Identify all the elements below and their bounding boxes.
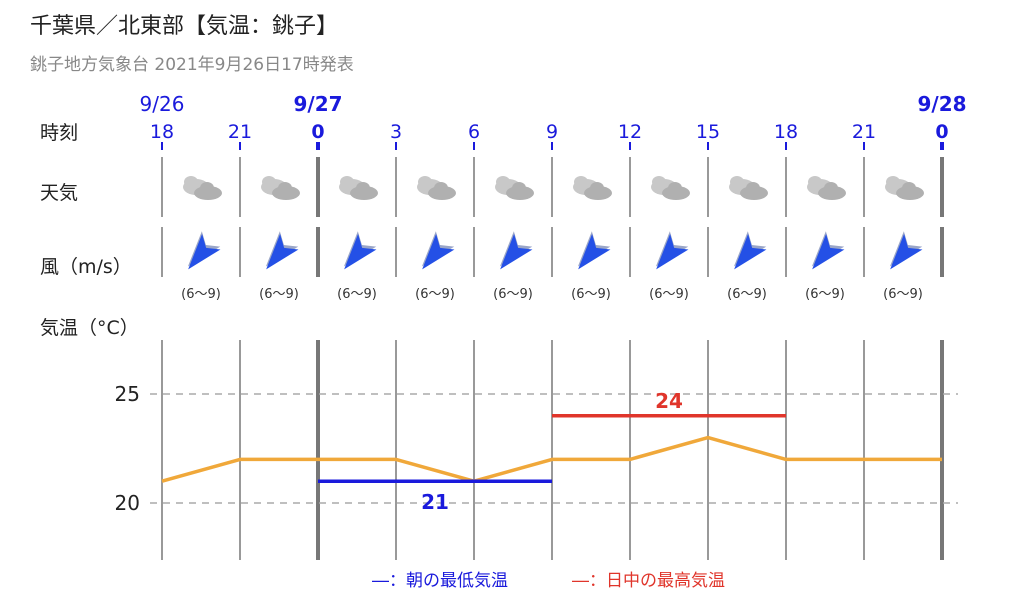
row-label-weather: 天気 bbox=[40, 182, 79, 204]
cloudy-icon bbox=[261, 176, 300, 200]
wind-direction-arrow-icon bbox=[187, 231, 221, 270]
row-label-temperature: 気温（°C） bbox=[40, 317, 139, 339]
hour-label: 9 bbox=[546, 121, 558, 143]
hour-label: 3 bbox=[390, 121, 402, 143]
legend-morning-min: ―：朝の最低気温 bbox=[372, 571, 508, 591]
wind-direction-arrow-icon bbox=[421, 231, 455, 270]
daytime-max-label: 24 bbox=[655, 389, 683, 413]
hour-label: 0 bbox=[311, 121, 324, 143]
wind-speed-range: (6〜9) bbox=[415, 287, 455, 302]
wind-speed-range: (6〜9) bbox=[337, 287, 377, 302]
wind-direction-arrow-icon bbox=[343, 231, 377, 270]
hour-label: 18 bbox=[150, 121, 174, 143]
wind-speed-range: (6〜9) bbox=[571, 287, 611, 302]
wind-direction-arrow-icon bbox=[733, 231, 767, 270]
wind-speed-range: (6〜9) bbox=[805, 287, 845, 302]
wind-speed-range: (6〜9) bbox=[649, 287, 689, 302]
cloudy-icon bbox=[651, 176, 690, 200]
hour-label: 6 bbox=[468, 121, 480, 143]
wind-direction-arrow-icon bbox=[655, 231, 689, 270]
wind-direction-arrow-icon bbox=[889, 231, 923, 270]
y-tick-label: 20 bbox=[115, 491, 140, 515]
chart-title: 千葉県／北東部【気温：銚子】 bbox=[30, 14, 339, 39]
cloudy-icon bbox=[183, 176, 222, 200]
hour-label: 21 bbox=[852, 121, 876, 143]
wind-direction-arrow-icon bbox=[577, 231, 611, 270]
wind-direction-arrow-icon bbox=[265, 231, 299, 270]
date-label: 9/26 bbox=[140, 92, 185, 116]
cloudy-icon bbox=[339, 176, 378, 200]
wind-speed-range: (6〜9) bbox=[727, 287, 767, 302]
cloudy-icon bbox=[885, 176, 924, 200]
row-label-wind: 風（m/s） bbox=[40, 256, 132, 278]
cloudy-icon bbox=[573, 176, 612, 200]
cloudy-icon bbox=[729, 176, 768, 200]
wind-direction-arrow-icon bbox=[811, 231, 845, 270]
legend-daytime-max: ―：日中の最高気温 bbox=[572, 571, 725, 591]
cloudy-icon bbox=[807, 176, 846, 200]
wind-speed-range: (6〜9) bbox=[181, 287, 221, 302]
temperature-line bbox=[161, 435, 942, 483]
hour-label: 18 bbox=[774, 121, 798, 143]
hour-label: 12 bbox=[618, 121, 642, 143]
wind-speed-range: (6〜9) bbox=[883, 287, 923, 302]
cloudy-icon bbox=[495, 176, 534, 200]
date-label: 9/28 bbox=[917, 92, 966, 116]
hour-label: 15 bbox=[696, 121, 720, 143]
hour-label: 21 bbox=[228, 121, 252, 143]
date-label: 9/27 bbox=[293, 92, 342, 116]
chart-subtitle: 銚子地方気象台 2021年9月26日17時発表 bbox=[30, 55, 354, 75]
wind-speed-range: (6〜9) bbox=[259, 287, 299, 302]
y-tick-label: 25 bbox=[115, 382, 140, 406]
wind-direction-arrow-icon bbox=[499, 231, 533, 270]
row-label-time: 時刻 bbox=[40, 122, 79, 144]
wind-speed-range: (6〜9) bbox=[493, 287, 533, 302]
cloudy-icon bbox=[417, 176, 456, 200]
hour-label: 0 bbox=[935, 121, 948, 143]
morning-min-label: 21 bbox=[421, 490, 449, 514]
